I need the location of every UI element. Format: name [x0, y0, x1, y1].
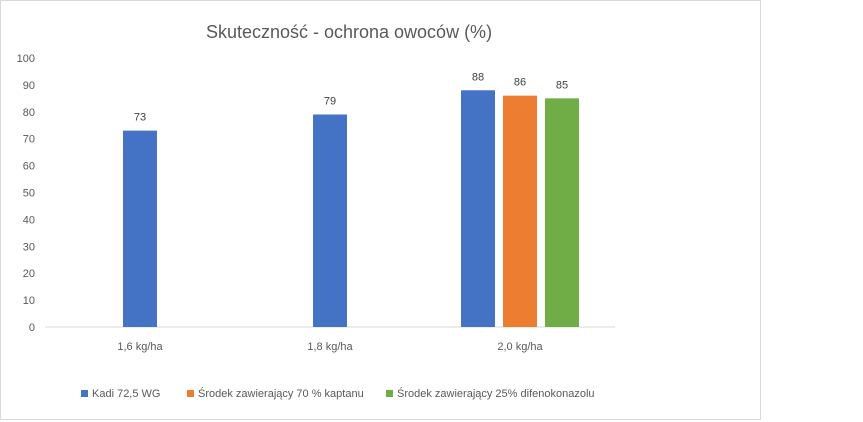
legend-swatch	[81, 390, 88, 397]
data-label: 79	[324, 95, 336, 107]
data-labels: 73 79 88 86 85	[134, 71, 568, 123]
bars	[123, 90, 579, 328]
bar	[545, 98, 579, 327]
legend: Kadi 72,5 WG Środek zawierający 70 % kapt…	[81, 387, 595, 400]
x-tick-label: 2,0 kg/ha	[497, 341, 543, 353]
legend-label: Środek zawierający 25% difenokonazolu	[397, 387, 595, 400]
bar	[461, 90, 495, 327]
y-tick-label: 40	[23, 214, 35, 226]
y-tick-label: 20	[23, 268, 35, 280]
bar	[503, 95, 537, 327]
legend-label: Środek zawierający 70 % kaptanu	[198, 387, 364, 400]
y-tick-label: 70	[23, 134, 35, 146]
y-tick-label: 30	[23, 241, 35, 253]
y-axis: 0 10 20 30 40 50 60 70 80 90 100	[17, 53, 35, 334]
data-label: 88	[472, 71, 484, 83]
y-tick-label: 50	[23, 188, 35, 200]
x-axis: 1,6 kg/ha 1,8 kg/ha 2,0 kg/ha	[45, 326, 615, 353]
legend-swatch	[386, 390, 393, 397]
legend-label: Kadi 72,5 WG	[92, 388, 160, 400]
y-tick-label: 10	[23, 295, 35, 307]
chart-title: Skuteczność - ochrona owoców (%)	[206, 22, 492, 42]
y-tick-label: 100	[17, 53, 35, 65]
data-label: 85	[556, 79, 568, 91]
y-tick-label: 0	[29, 322, 35, 334]
data-label: 73	[134, 112, 146, 124]
bar	[123, 130, 157, 327]
x-tick-label: 1,8 kg/ha	[307, 341, 353, 353]
x-tick-label: 1,6 kg/ha	[117, 341, 163, 353]
y-tick-label: 60	[23, 161, 35, 173]
y-tick-label: 90	[23, 80, 35, 92]
bar	[313, 114, 347, 328]
y-tick-label: 80	[23, 107, 35, 119]
legend-swatch	[187, 390, 194, 397]
data-label: 86	[514, 77, 526, 89]
